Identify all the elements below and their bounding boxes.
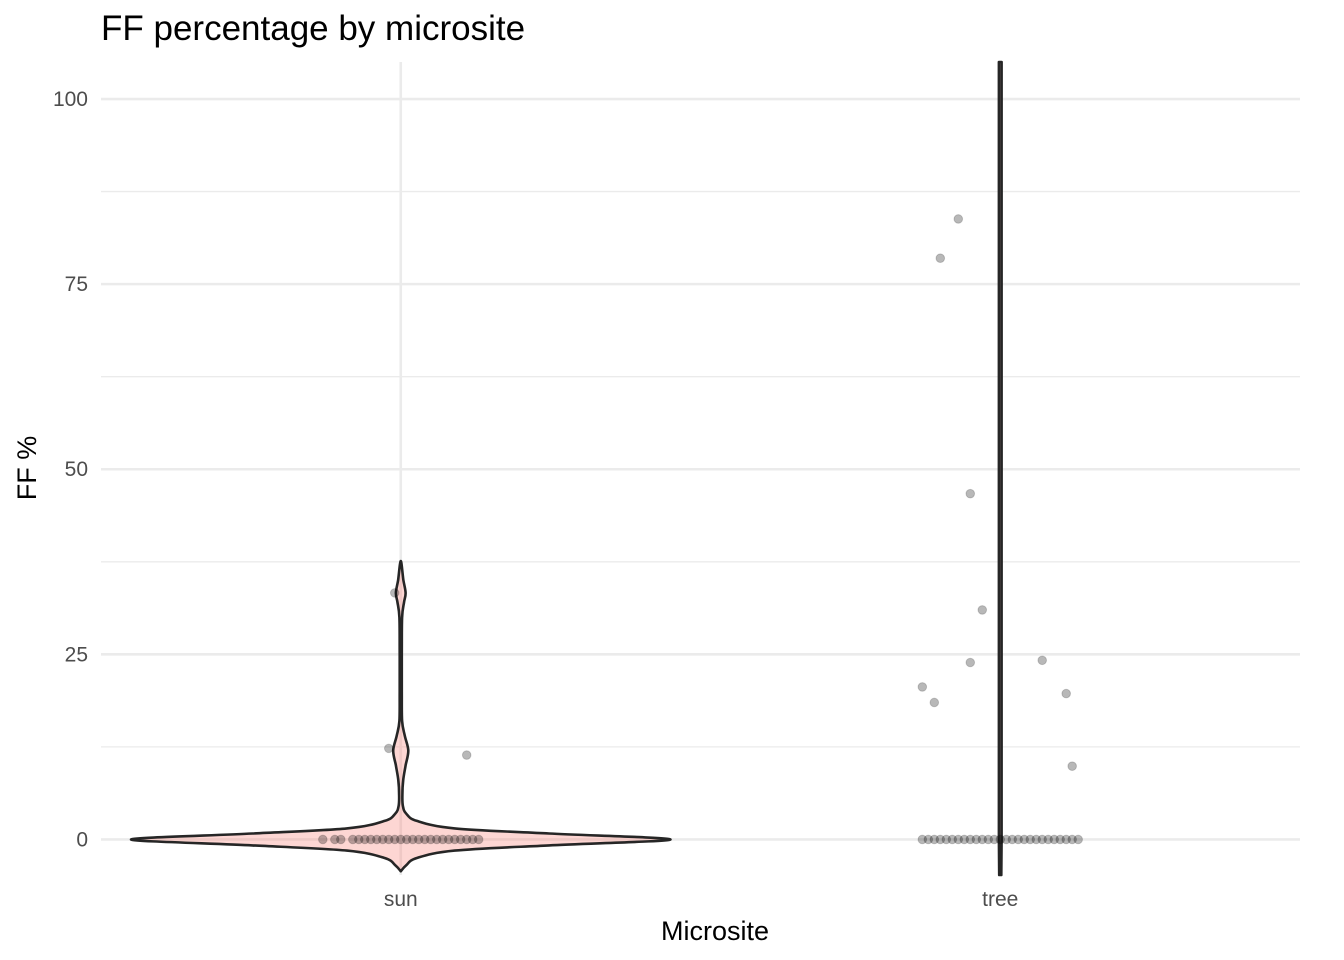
- jitter-point-tree: [1067, 834, 1077, 845]
- jitter-point-tree: [959, 834, 970, 845]
- jitter-point-tree: [917, 682, 928, 692]
- x-tick-label: tree: [982, 888, 1018, 911]
- y-tick-label: 0: [76, 828, 88, 851]
- jitter-point-sun: [330, 834, 340, 845]
- jitter-point-sun: [443, 834, 454, 845]
- jitter-point-tree: [965, 657, 976, 668]
- jitter-point-tree: [971, 834, 982, 845]
- violin-sun: [129, 559, 672, 873]
- jitter-point-sun: [377, 834, 388, 845]
- violin-layer: [129, 60, 1003, 877]
- jitter-point-sun: [461, 750, 472, 760]
- jitter-point-sun: [383, 743, 394, 754]
- jitter-point-sun: [353, 834, 364, 845]
- jitter-point-tree: [965, 834, 976, 845]
- jitter-point-sun: [461, 834, 472, 845]
- jitter-point-tree: [1061, 688, 1071, 699]
- violin-tree: [997, 60, 1003, 877]
- jitter-point-tree: [1073, 834, 1083, 845]
- jitter-point-sun: [401, 834, 412, 845]
- jitter-point-tree: [1025, 834, 1036, 845]
- y-tick-label: 100: [53, 88, 88, 111]
- jitter-point-tree: [977, 834, 988, 845]
- point-layer: [318, 214, 1083, 845]
- jitter-point-tree: [989, 834, 1000, 845]
- jitter-point-tree: [935, 253, 946, 264]
- jitter-point-tree: [995, 834, 1006, 845]
- jitter-point-sun: [371, 834, 382, 845]
- jitter-point-tree: [1007, 834, 1018, 845]
- tick-layer: 0 25 50 75 100 sun tree: [53, 88, 1018, 911]
- jitter-point-sun: [359, 834, 370, 845]
- jitter-point-tree: [929, 697, 940, 708]
- jitter-point-sun: [419, 834, 430, 845]
- jitter-point-sun: [365, 834, 376, 845]
- jitter-point-tree: [1031, 834, 1042, 845]
- jitter-point-sun: [383, 834, 394, 845]
- grid-layer: [101, 62, 1300, 875]
- y-axis-title: FF %: [12, 436, 42, 501]
- jitter-point-sun: [431, 834, 442, 845]
- x-tick-label: sun: [384, 888, 418, 911]
- jitter-point-tree: [953, 214, 964, 224]
- jitter-point-tree: [1055, 834, 1065, 845]
- y-tick-label: 50: [65, 458, 88, 481]
- jitter-point-sun: [336, 834, 346, 845]
- jitter-point-sun: [413, 834, 424, 845]
- jitter-point-sun: [455, 834, 466, 845]
- jitter-point-tree: [941, 834, 952, 845]
- jitter-point-tree: [1013, 834, 1024, 845]
- x-axis-title: Microsite: [661, 916, 769, 946]
- jitter-point-sun: [318, 834, 328, 845]
- jitter-point-tree: [917, 834, 928, 845]
- jitter-point-tree: [1001, 834, 1012, 845]
- jitter-point-tree: [923, 834, 934, 845]
- jitter-point-sun: [473, 834, 484, 845]
- chart-title: FF percentage by microsite: [101, 9, 525, 48]
- jitter-point-tree: [953, 834, 964, 845]
- jitter-point-tree: [983, 834, 994, 845]
- jitter-point-tree: [947, 834, 958, 845]
- jitter-point-tree: [935, 834, 946, 845]
- jitter-point-sun: [389, 588, 400, 598]
- jitter-point-tree: [1037, 834, 1048, 845]
- jitter-point-tree: [1067, 761, 1077, 771]
- jitter-point-sun: [449, 834, 460, 845]
- jitter-point-tree: [977, 605, 988, 615]
- jitter-point-sun: [407, 834, 418, 845]
- jitter-point-tree: [1043, 834, 1054, 845]
- y-tick-label: 25: [65, 643, 88, 666]
- jitter-point-sun: [467, 834, 478, 845]
- jitter-point-tree: [1061, 834, 1071, 845]
- jitter-point-sun: [437, 834, 448, 845]
- jitter-point-tree: [965, 488, 976, 499]
- y-tick-label: 75: [65, 273, 88, 296]
- jitter-point-sun: [347, 834, 358, 845]
- jitter-point-tree: [1019, 834, 1030, 845]
- jitter-point-tree: [1037, 655, 1048, 666]
- jitter-point-sun: [395, 834, 406, 845]
- jitter-point-sun: [389, 834, 400, 845]
- jitter-point-sun: [425, 834, 436, 845]
- jitter-point-tree: [929, 834, 940, 845]
- jitter-point-tree: [1049, 834, 1060, 845]
